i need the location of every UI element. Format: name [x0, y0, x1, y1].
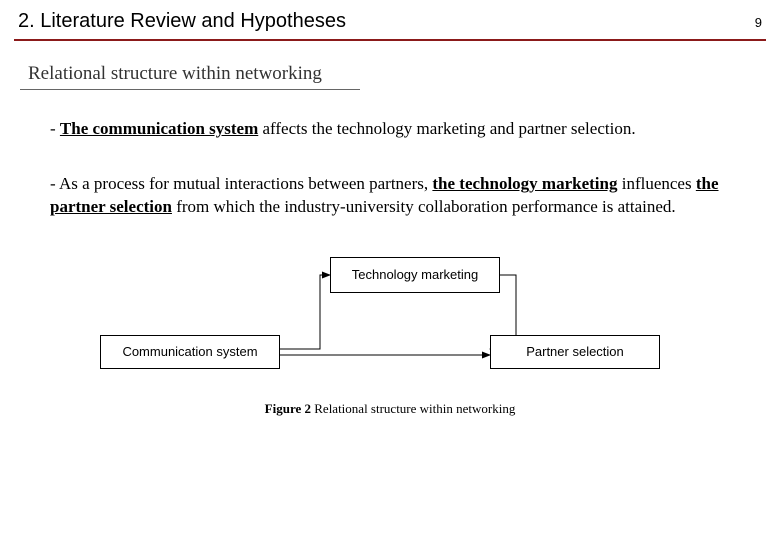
figure-caption: Figure 2 Relational structure within net… [0, 401, 780, 417]
subheading-rule [20, 89, 360, 90]
node-communication-system: Communication system [100, 335, 280, 369]
bullet-1: - The communication system affects the t… [0, 114, 780, 141]
bullet-1-emph: The communication system [60, 119, 258, 138]
page-number: 9 [755, 15, 762, 30]
bullet-2-emph-1: the technology marketing [432, 174, 617, 193]
subheading: Relational structure within networking [0, 41, 780, 89]
bullet-2-rest: from which the industry-university colla… [172, 197, 676, 216]
bullet-2-mid: influences [617, 174, 695, 193]
node-technology-marketing: Technology marketing [330, 257, 500, 293]
edge-comm-to-tech [280, 275, 330, 349]
relational-diagram: Technology marketing Communication syste… [0, 257, 780, 417]
section-title: 2. Literature Review and Hypotheses [18, 10, 346, 33]
bullet-1-prefix: - [50, 119, 60, 138]
bullet-1-rest: affects the technology marketing and par… [258, 119, 635, 138]
bullet-2-prefix: - As a process for mutual interactions b… [50, 174, 432, 193]
slide-header: 2. Literature Review and Hypotheses 9 [0, 0, 780, 39]
figure-caption-label: Figure 2 [265, 401, 311, 416]
figure-caption-text: Relational structure within networking [311, 401, 515, 416]
bullet-2: - As a process for mutual interactions b… [0, 169, 780, 219]
node-partner-selection: Partner selection [490, 335, 660, 369]
